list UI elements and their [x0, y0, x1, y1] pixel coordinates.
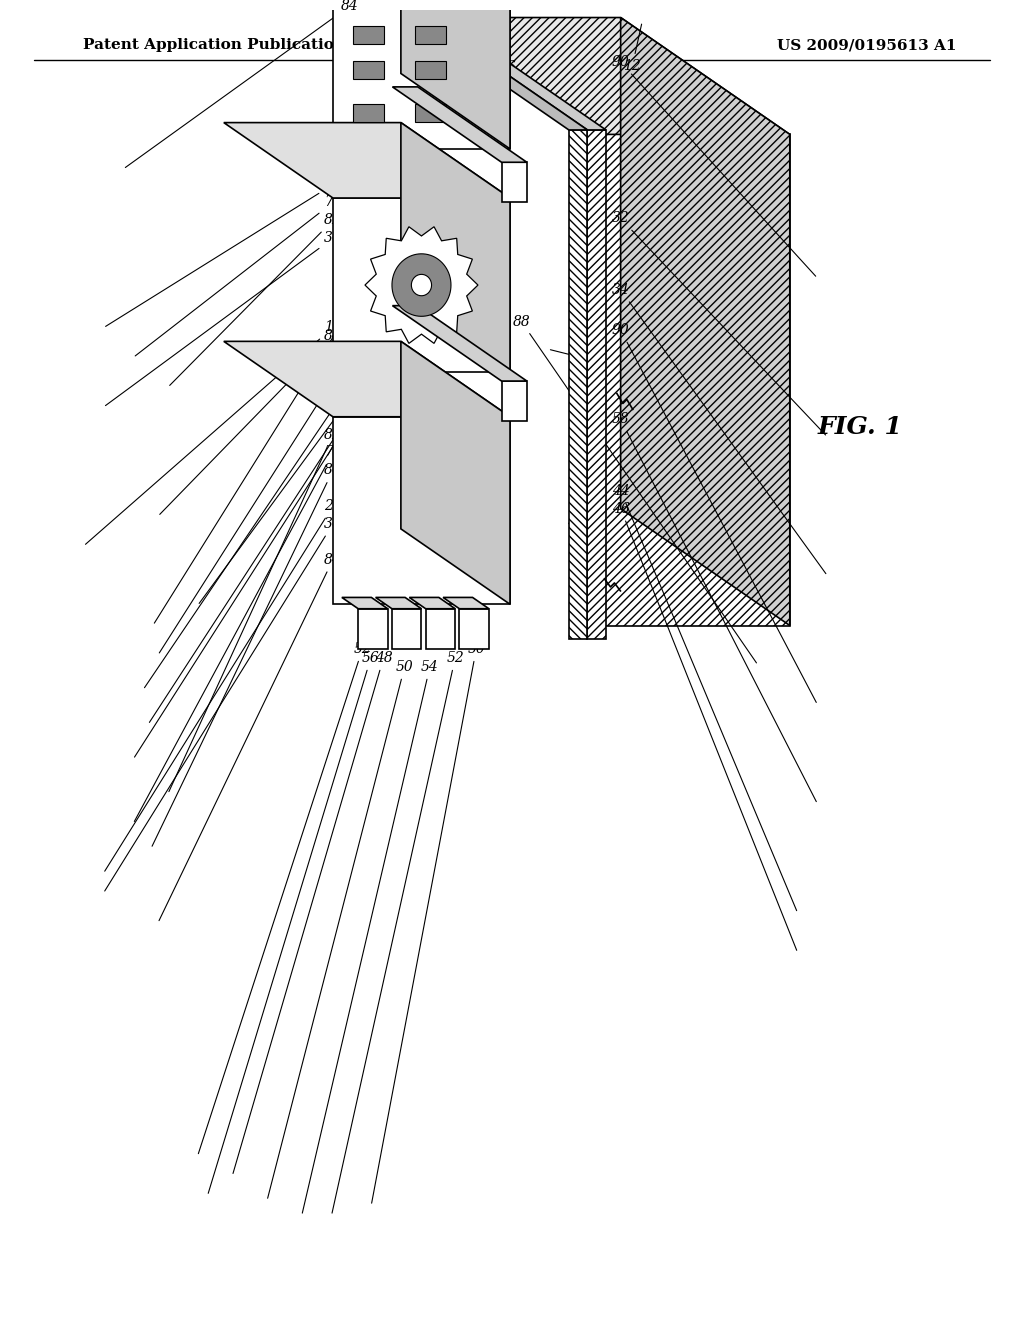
Text: 52: 52 [332, 651, 464, 1213]
Polygon shape [588, 129, 606, 639]
Polygon shape [604, 135, 790, 626]
Text: 18: 18 [134, 341, 406, 758]
Polygon shape [342, 598, 388, 609]
Polygon shape [333, 198, 510, 372]
Text: 54: 54 [302, 660, 438, 1213]
Polygon shape [333, 417, 510, 605]
Text: 10: 10 [85, 321, 342, 544]
Polygon shape [365, 227, 478, 343]
Polygon shape [392, 609, 422, 649]
Text: 28: 28 [105, 178, 342, 326]
Text: Patent Application Publication: Patent Application Publication [83, 38, 345, 51]
Polygon shape [502, 381, 527, 421]
Text: Aug. 6, 2009   Sheet 1 of 8: Aug. 6, 2009 Sheet 1 of 8 [377, 38, 603, 51]
Polygon shape [392, 253, 451, 317]
Text: 74: 74 [134, 445, 342, 821]
Text: 84: 84 [159, 553, 342, 920]
Polygon shape [333, 7, 510, 149]
Polygon shape [400, 123, 510, 372]
Text: 30: 30 [105, 231, 342, 405]
Text: 78: 78 [155, 215, 414, 623]
Text: 80: 80 [153, 463, 342, 846]
Polygon shape [415, 25, 445, 44]
Text: 84: 84 [160, 330, 342, 515]
Text: 74: 74 [135, 195, 342, 356]
Text: 16: 16 [499, 45, 516, 74]
Polygon shape [412, 275, 431, 296]
Polygon shape [502, 162, 527, 202]
Polygon shape [224, 0, 510, 7]
Text: 84: 84 [125, 0, 358, 168]
Text: 82: 82 [169, 428, 342, 792]
Text: 90: 90 [611, 323, 816, 702]
Text: 24: 24 [568, 479, 605, 524]
Text: 34: 34 [611, 282, 826, 574]
Text: 58: 58 [611, 412, 816, 801]
Text: 50: 50 [267, 660, 414, 1199]
Polygon shape [358, 609, 388, 649]
Polygon shape [224, 342, 510, 417]
Polygon shape [392, 87, 527, 162]
Polygon shape [392, 306, 527, 381]
Polygon shape [426, 609, 456, 649]
Polygon shape [418, 13, 606, 129]
Text: 82: 82 [170, 214, 342, 385]
Text: 20: 20 [160, 260, 414, 653]
Text: 26: 26 [144, 296, 414, 688]
Text: FIG. 1: FIG. 1 [817, 414, 902, 440]
Text: 28: 28 [104, 499, 342, 871]
Text: 56: 56 [208, 651, 380, 1193]
Text: 44: 44 [611, 483, 797, 911]
Text: 76: 76 [150, 322, 414, 722]
Polygon shape [400, 342, 510, 605]
Text: 22: 22 [199, 224, 481, 603]
Text: US 2009/0195613 A1: US 2009/0195613 A1 [777, 38, 956, 51]
Text: 50: 50 [372, 642, 485, 1203]
Polygon shape [400, 0, 510, 149]
Text: 46: 46 [611, 502, 797, 950]
Polygon shape [410, 598, 456, 609]
Polygon shape [415, 104, 445, 123]
Polygon shape [621, 17, 790, 626]
Text: 12: 12 [624, 24, 642, 73]
Polygon shape [443, 598, 488, 609]
Polygon shape [460, 609, 488, 649]
Polygon shape [435, 17, 790, 135]
Polygon shape [399, 13, 588, 129]
Polygon shape [353, 104, 384, 123]
Text: 48: 48 [233, 651, 392, 1173]
Polygon shape [376, 598, 422, 609]
Polygon shape [415, 62, 445, 79]
Text: 88: 88 [551, 350, 596, 366]
Text: 90: 90 [611, 55, 816, 276]
Polygon shape [569, 129, 588, 639]
Text: 32: 32 [611, 211, 825, 436]
Text: 88: 88 [512, 314, 757, 663]
Text: 30: 30 [104, 517, 342, 891]
Polygon shape [353, 25, 384, 44]
Text: 52: 52 [199, 642, 372, 1154]
Polygon shape [224, 123, 510, 198]
Text: 14: 14 [489, 34, 507, 70]
Polygon shape [353, 62, 384, 79]
